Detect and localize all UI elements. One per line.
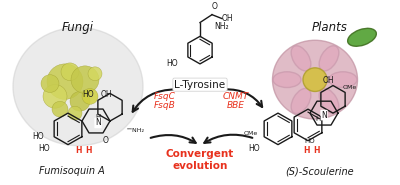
Ellipse shape	[348, 28, 376, 46]
Circle shape	[52, 101, 68, 117]
Ellipse shape	[273, 72, 301, 88]
Text: Plants: Plants	[312, 21, 348, 33]
Text: HO: HO	[32, 132, 44, 141]
Ellipse shape	[319, 46, 339, 71]
Ellipse shape	[272, 40, 358, 119]
Text: ""NH₂: ""NH₂	[126, 128, 144, 133]
Text: CNMT: CNMT	[223, 92, 249, 101]
Text: O: O	[212, 2, 218, 11]
Ellipse shape	[291, 88, 311, 114]
Text: HO: HO	[166, 59, 178, 68]
Text: HO: HO	[38, 144, 50, 153]
Circle shape	[61, 63, 79, 81]
Text: (S)-Scoulerine: (S)-Scoulerine	[286, 166, 354, 176]
Text: H: H	[95, 114, 101, 120]
Text: OMe: OMe	[244, 131, 258, 136]
Text: Fumisoquin A: Fumisoquin A	[39, 166, 105, 176]
Text: N: N	[321, 111, 327, 120]
Circle shape	[47, 64, 83, 99]
Text: O: O	[103, 136, 109, 145]
Text: NH₂: NH₂	[214, 22, 229, 31]
Ellipse shape	[13, 27, 143, 146]
Ellipse shape	[329, 72, 357, 88]
Text: HO: HO	[305, 138, 315, 144]
Circle shape	[41, 75, 59, 92]
Text: H: H	[75, 146, 81, 155]
Text: L-Tyrosine: L-Tyrosine	[174, 80, 226, 90]
Circle shape	[70, 91, 90, 111]
Text: H: H	[303, 146, 309, 155]
Text: Convergent
evolution: Convergent evolution	[166, 149, 234, 171]
Text: BBE: BBE	[227, 101, 245, 110]
Text: H: H	[85, 146, 91, 155]
Text: HO: HO	[82, 90, 94, 99]
Text: OMe: OMe	[343, 85, 357, 90]
Circle shape	[71, 66, 99, 93]
Circle shape	[43, 85, 67, 108]
Ellipse shape	[291, 46, 311, 71]
Circle shape	[68, 106, 82, 120]
Ellipse shape	[319, 88, 339, 114]
Text: Fungi: Fungi	[62, 21, 94, 33]
Text: FsqC: FsqC	[154, 92, 176, 101]
Text: FsqB: FsqB	[154, 101, 176, 110]
Text: OH: OH	[222, 14, 234, 23]
Text: H: H	[315, 116, 321, 122]
Text: N: N	[95, 118, 101, 127]
Circle shape	[303, 68, 327, 91]
Circle shape	[88, 67, 102, 81]
Text: OH: OH	[322, 75, 334, 85]
Text: HO: HO	[248, 144, 260, 153]
Text: OH: OH	[100, 90, 112, 99]
Circle shape	[82, 88, 98, 104]
Text: H: H	[313, 146, 319, 155]
